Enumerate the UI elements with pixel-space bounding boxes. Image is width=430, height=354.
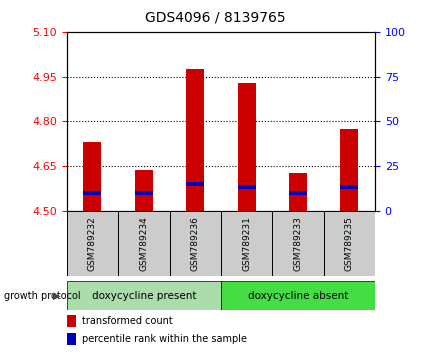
Text: GSM789233: GSM789233 [293, 216, 302, 271]
Bar [340, 129, 357, 211]
Bar [186, 182, 204, 186]
Bar [169, 211, 220, 276]
Bar [220, 211, 272, 276]
Bar [135, 170, 153, 211]
Bar [135, 191, 153, 195]
Bar [83, 142, 101, 211]
Bar [272, 211, 323, 276]
Text: doxycycline present: doxycycline present [92, 291, 196, 301]
Bar [67, 281, 221, 310]
Bar [237, 185, 255, 189]
Bar [67, 333, 76, 345]
Text: GSM789231: GSM789231 [242, 216, 251, 271]
Text: GSM789235: GSM789235 [344, 216, 353, 271]
Text: GDS4096 / 8139765: GDS4096 / 8139765 [145, 11, 285, 25]
Bar [220, 281, 374, 310]
Text: growth protocol: growth protocol [4, 291, 81, 301]
Text: transformed count: transformed count [82, 316, 172, 326]
Text: percentile rank within the sample: percentile rank within the sample [82, 334, 247, 344]
Bar [323, 211, 374, 276]
Bar [67, 315, 76, 327]
Bar [288, 191, 306, 195]
Text: doxycycline absent: doxycycline absent [247, 291, 347, 301]
Text: GSM789234: GSM789234 [139, 216, 148, 271]
Bar [67, 211, 118, 276]
Bar [237, 82, 255, 211]
Text: ▶: ▶ [53, 291, 60, 301]
Text: GSM789232: GSM789232 [88, 216, 97, 271]
Bar [340, 185, 357, 189]
Bar [118, 211, 169, 276]
Bar [186, 69, 204, 211]
Text: GSM789236: GSM789236 [190, 216, 199, 271]
Bar [83, 191, 101, 195]
Bar [288, 173, 306, 211]
